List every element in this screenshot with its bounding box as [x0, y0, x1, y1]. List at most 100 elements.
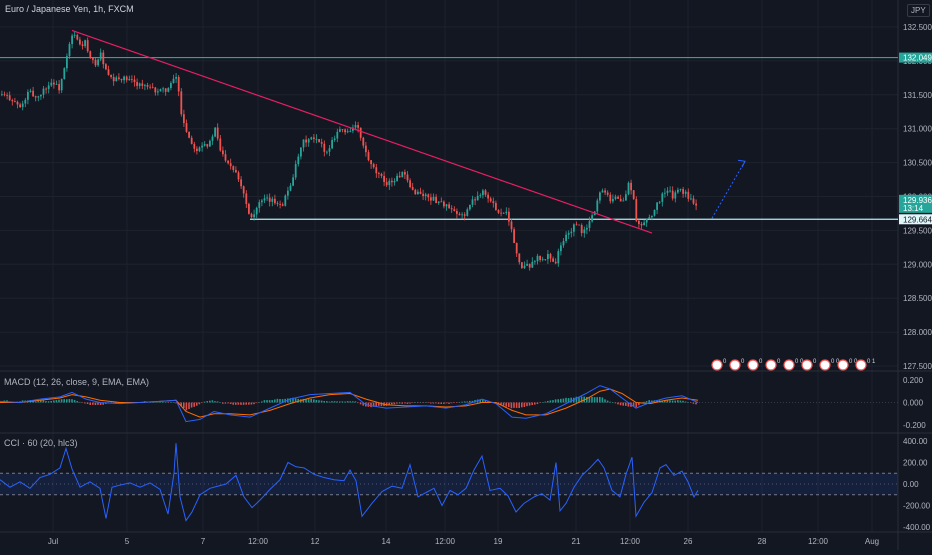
candle — [99, 48, 102, 62]
macd-hist-bar — [333, 401, 336, 403]
candle-body — [190, 137, 193, 144]
cci-line — [0, 443, 699, 522]
candle — [144, 83, 146, 91]
currency-badge[interactable]: JPY — [907, 4, 930, 17]
price-axis-tick: 131.500 — [903, 91, 932, 100]
candle-body — [695, 203, 697, 206]
candle-body — [411, 187, 414, 190]
candle-body — [570, 231, 573, 234]
candle-body — [495, 203, 497, 211]
macd-hist-bar — [578, 397, 580, 403]
candle-body — [523, 265, 526, 269]
candle — [625, 190, 627, 201]
candle — [151, 82, 154, 89]
macd-hist-bar — [521, 402, 523, 408]
candle-body — [94, 59, 97, 66]
candle — [71, 33, 73, 49]
candle — [141, 79, 144, 90]
macd-hist-bar — [235, 402, 237, 405]
macd-hist-bar — [271, 400, 273, 403]
candle — [307, 137, 310, 147]
candle — [333, 135, 336, 142]
candle — [149, 84, 151, 90]
macd-hist-bar — [606, 400, 609, 403]
candle — [398, 171, 401, 178]
candle — [245, 190, 248, 209]
macd-hist-bar — [281, 399, 284, 403]
time-axis-tick: 7 — [201, 537, 206, 546]
candle — [32, 86, 34, 98]
candle-body — [21, 103, 24, 108]
candle — [235, 166, 237, 173]
macd-hist-bar — [284, 398, 286, 403]
event-markers: 0 0 0 0 0 0 0 0 0 0 0 0 1 — [711, 359, 876, 371]
candle — [263, 194, 266, 203]
candle-body — [302, 139, 305, 148]
macd-hist-bar — [344, 401, 346, 403]
candle — [172, 74, 175, 84]
macd-hist-bar — [500, 402, 502, 406]
candle-body — [565, 234, 567, 241]
event-marker-circle — [837, 359, 849, 371]
candle — [292, 174, 294, 187]
candle — [573, 223, 575, 237]
candle-body — [422, 193, 424, 197]
macd-hist-bar — [227, 402, 229, 404]
candle-body — [66, 56, 68, 69]
candle — [180, 88, 183, 117]
macd-hist-bar — [190, 402, 193, 408]
candle-body — [510, 221, 513, 230]
candle — [518, 253, 521, 265]
cci-axis-tick: 400.00 — [903, 437, 928, 446]
macd-hist-bar — [479, 399, 481, 403]
candle — [222, 146, 224, 157]
macd-hist-bar — [487, 400, 489, 403]
candle-body — [625, 194, 627, 201]
candle — [115, 75, 118, 82]
lower-level-tag-box — [899, 214, 932, 225]
candle — [190, 135, 193, 145]
macd-hist-bar — [482, 399, 484, 403]
candle-body — [614, 196, 617, 199]
candle-body — [258, 202, 261, 208]
candle — [492, 197, 495, 208]
candle — [422, 189, 424, 201]
candle-body — [206, 144, 209, 147]
candle — [630, 179, 632, 195]
macd-hist-bar — [627, 402, 630, 407]
macd-hist-bar — [391, 402, 393, 405]
candle — [370, 160, 372, 169]
event-marker: 0 0 — [837, 359, 858, 371]
candle — [476, 191, 479, 201]
candle — [606, 190, 609, 197]
candle — [323, 140, 326, 157]
candle-body — [289, 185, 292, 191]
candle — [456, 208, 458, 219]
macd-hist-bar — [79, 401, 81, 403]
candle — [539, 255, 541, 263]
candle — [695, 199, 697, 211]
macd-hist-bar — [456, 402, 458, 403]
macd-hist-bar — [292, 397, 294, 403]
candle-body — [146, 85, 149, 87]
macd-hist-bar — [224, 402, 227, 404]
macd-hist-bar — [461, 401, 463, 403]
price-axis-tick: 129.000 — [903, 260, 932, 269]
candle — [27, 89, 29, 105]
macd-hist-bar — [40, 400, 42, 403]
candle — [450, 205, 453, 213]
macd-hist-bar — [593, 397, 596, 403]
time-axis-tick: 12:00 — [808, 537, 829, 546]
candle-body — [172, 78, 175, 84]
event-marker-label: 0 0 — [849, 359, 858, 365]
candle-body — [500, 212, 502, 214]
candle-body — [102, 52, 105, 65]
candle — [495, 200, 497, 211]
candle-body — [336, 131, 339, 139]
candle — [248, 202, 250, 215]
candle-body — [492, 201, 495, 204]
candle-body — [253, 214, 255, 218]
macd-hist-bar — [534, 402, 536, 405]
